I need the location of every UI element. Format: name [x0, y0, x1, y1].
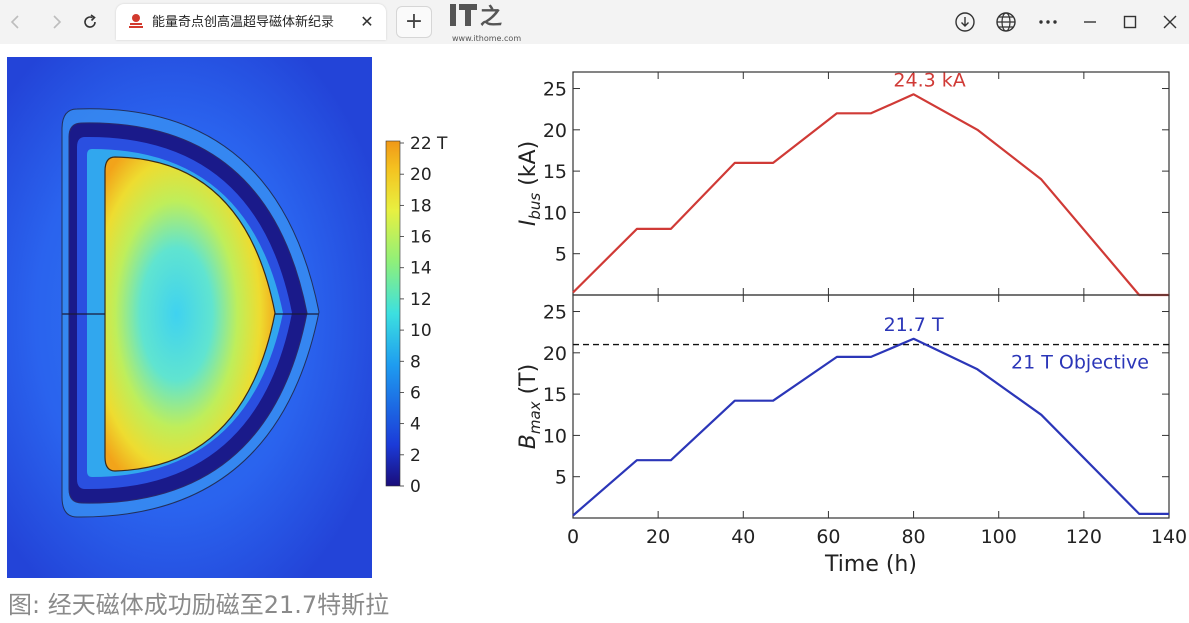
- colorbar-tick-label: 8: [410, 352, 421, 372]
- peak-annotation: 21.7 T: [884, 314, 944, 336]
- y-tick-label: 20: [543, 343, 567, 365]
- x-tick-label: 120: [1066, 526, 1102, 548]
- browser-tab[interactable]: 能量奇点创高温超导磁体新纪录 ✕: [116, 4, 386, 40]
- y-tick-label: 5: [555, 244, 567, 266]
- x-tick-label: 40: [731, 526, 755, 548]
- x-tick-label: 100: [981, 526, 1017, 548]
- colorbar-tick-label: 16: [410, 228, 432, 248]
- colorbar-tick-label: 6: [410, 383, 421, 403]
- series-line: [572, 93, 1169, 297]
- magnet-field-map: [7, 57, 372, 578]
- tab-title: 能量奇点创高温超导磁体新纪录: [152, 15, 335, 30]
- y-axis-label: Ibus (kA): [516, 141, 544, 226]
- back-icon[interactable]: [2, 8, 30, 36]
- minimize-icon[interactable]: [1076, 8, 1104, 36]
- y-tick-label: 10: [543, 425, 567, 447]
- x-tick-label: 80: [901, 526, 925, 548]
- close-icon[interactable]: [1156, 8, 1184, 36]
- ithome-logo: 之 www.ithome.com: [450, 4, 521, 43]
- plot-frame: [572, 294, 1170, 519]
- colorbar-tick-label: 4: [410, 415, 421, 435]
- y-tick-label: 15: [543, 161, 567, 183]
- colorbar-tick-label: 14: [410, 259, 432, 279]
- figure-caption: 图: 经天磁体成功励磁至21.7特斯拉: [8, 591, 390, 619]
- x-tick-label: 20: [646, 526, 670, 548]
- y-tick-label: 10: [543, 202, 567, 224]
- objective-label: 21 T Objective: [1011, 352, 1149, 374]
- y-tick-label: 5: [555, 467, 567, 489]
- y-tick-label: 25: [543, 79, 567, 101]
- colorbar-tick-label: 0: [410, 477, 421, 495]
- y-tick-label: 25: [543, 302, 567, 324]
- series-line: [572, 337, 1169, 517]
- refresh-icon[interactable]: [76, 8, 104, 36]
- plot-frame: [572, 71, 1170, 296]
- colorbar-tick-label: 18: [410, 196, 432, 216]
- x-tick-label: 60: [816, 526, 840, 548]
- colorbar-tick-label: 22 T: [410, 135, 448, 154]
- colorbar-gradient: [385, 140, 401, 487]
- site-favicon-icon: [129, 14, 143, 28]
- svg-text:之: 之: [480, 4, 502, 30]
- more-icon[interactable]: [1034, 8, 1062, 36]
- forward-icon[interactable]: [42, 8, 70, 36]
- peak-annotation: 24.3 kA: [893, 69, 965, 91]
- x-tick-label: 0: [567, 526, 579, 548]
- tab-close-button[interactable]: ✕: [360, 12, 374, 31]
- y-axis-label: Bmax (T): [516, 364, 544, 449]
- colorbar-tick-label: 10: [410, 321, 432, 341]
- colorbar-tick-label: 2: [410, 446, 421, 466]
- x-tick-label: 140: [1151, 526, 1187, 548]
- y-tick-label: 20: [543, 120, 567, 142]
- logo-url: www.ithome.com: [452, 34, 521, 43]
- globe-icon[interactable]: [992, 8, 1020, 36]
- current-field-plot: 25 20 15 10 5 Ibus (kA) 24.3 kA 25 20 15 10 5 0 20 40…: [516, 69, 1187, 577]
- colorbar-tick-label: 12: [410, 290, 432, 310]
- y-tick-label: 15: [543, 384, 567, 406]
- download-icon[interactable]: [951, 8, 979, 36]
- browser-chrome: 能量奇点创高温超导磁体新纪录 ✕ + 之 www.ithome.com: [0, 0, 1189, 44]
- x-axis-label: Time (h): [824, 552, 917, 577]
- maximize-icon[interactable]: [1116, 8, 1144, 36]
- new-tab-button[interactable]: +: [396, 6, 432, 38]
- colorbar-tick-label: 20: [410, 165, 432, 185]
